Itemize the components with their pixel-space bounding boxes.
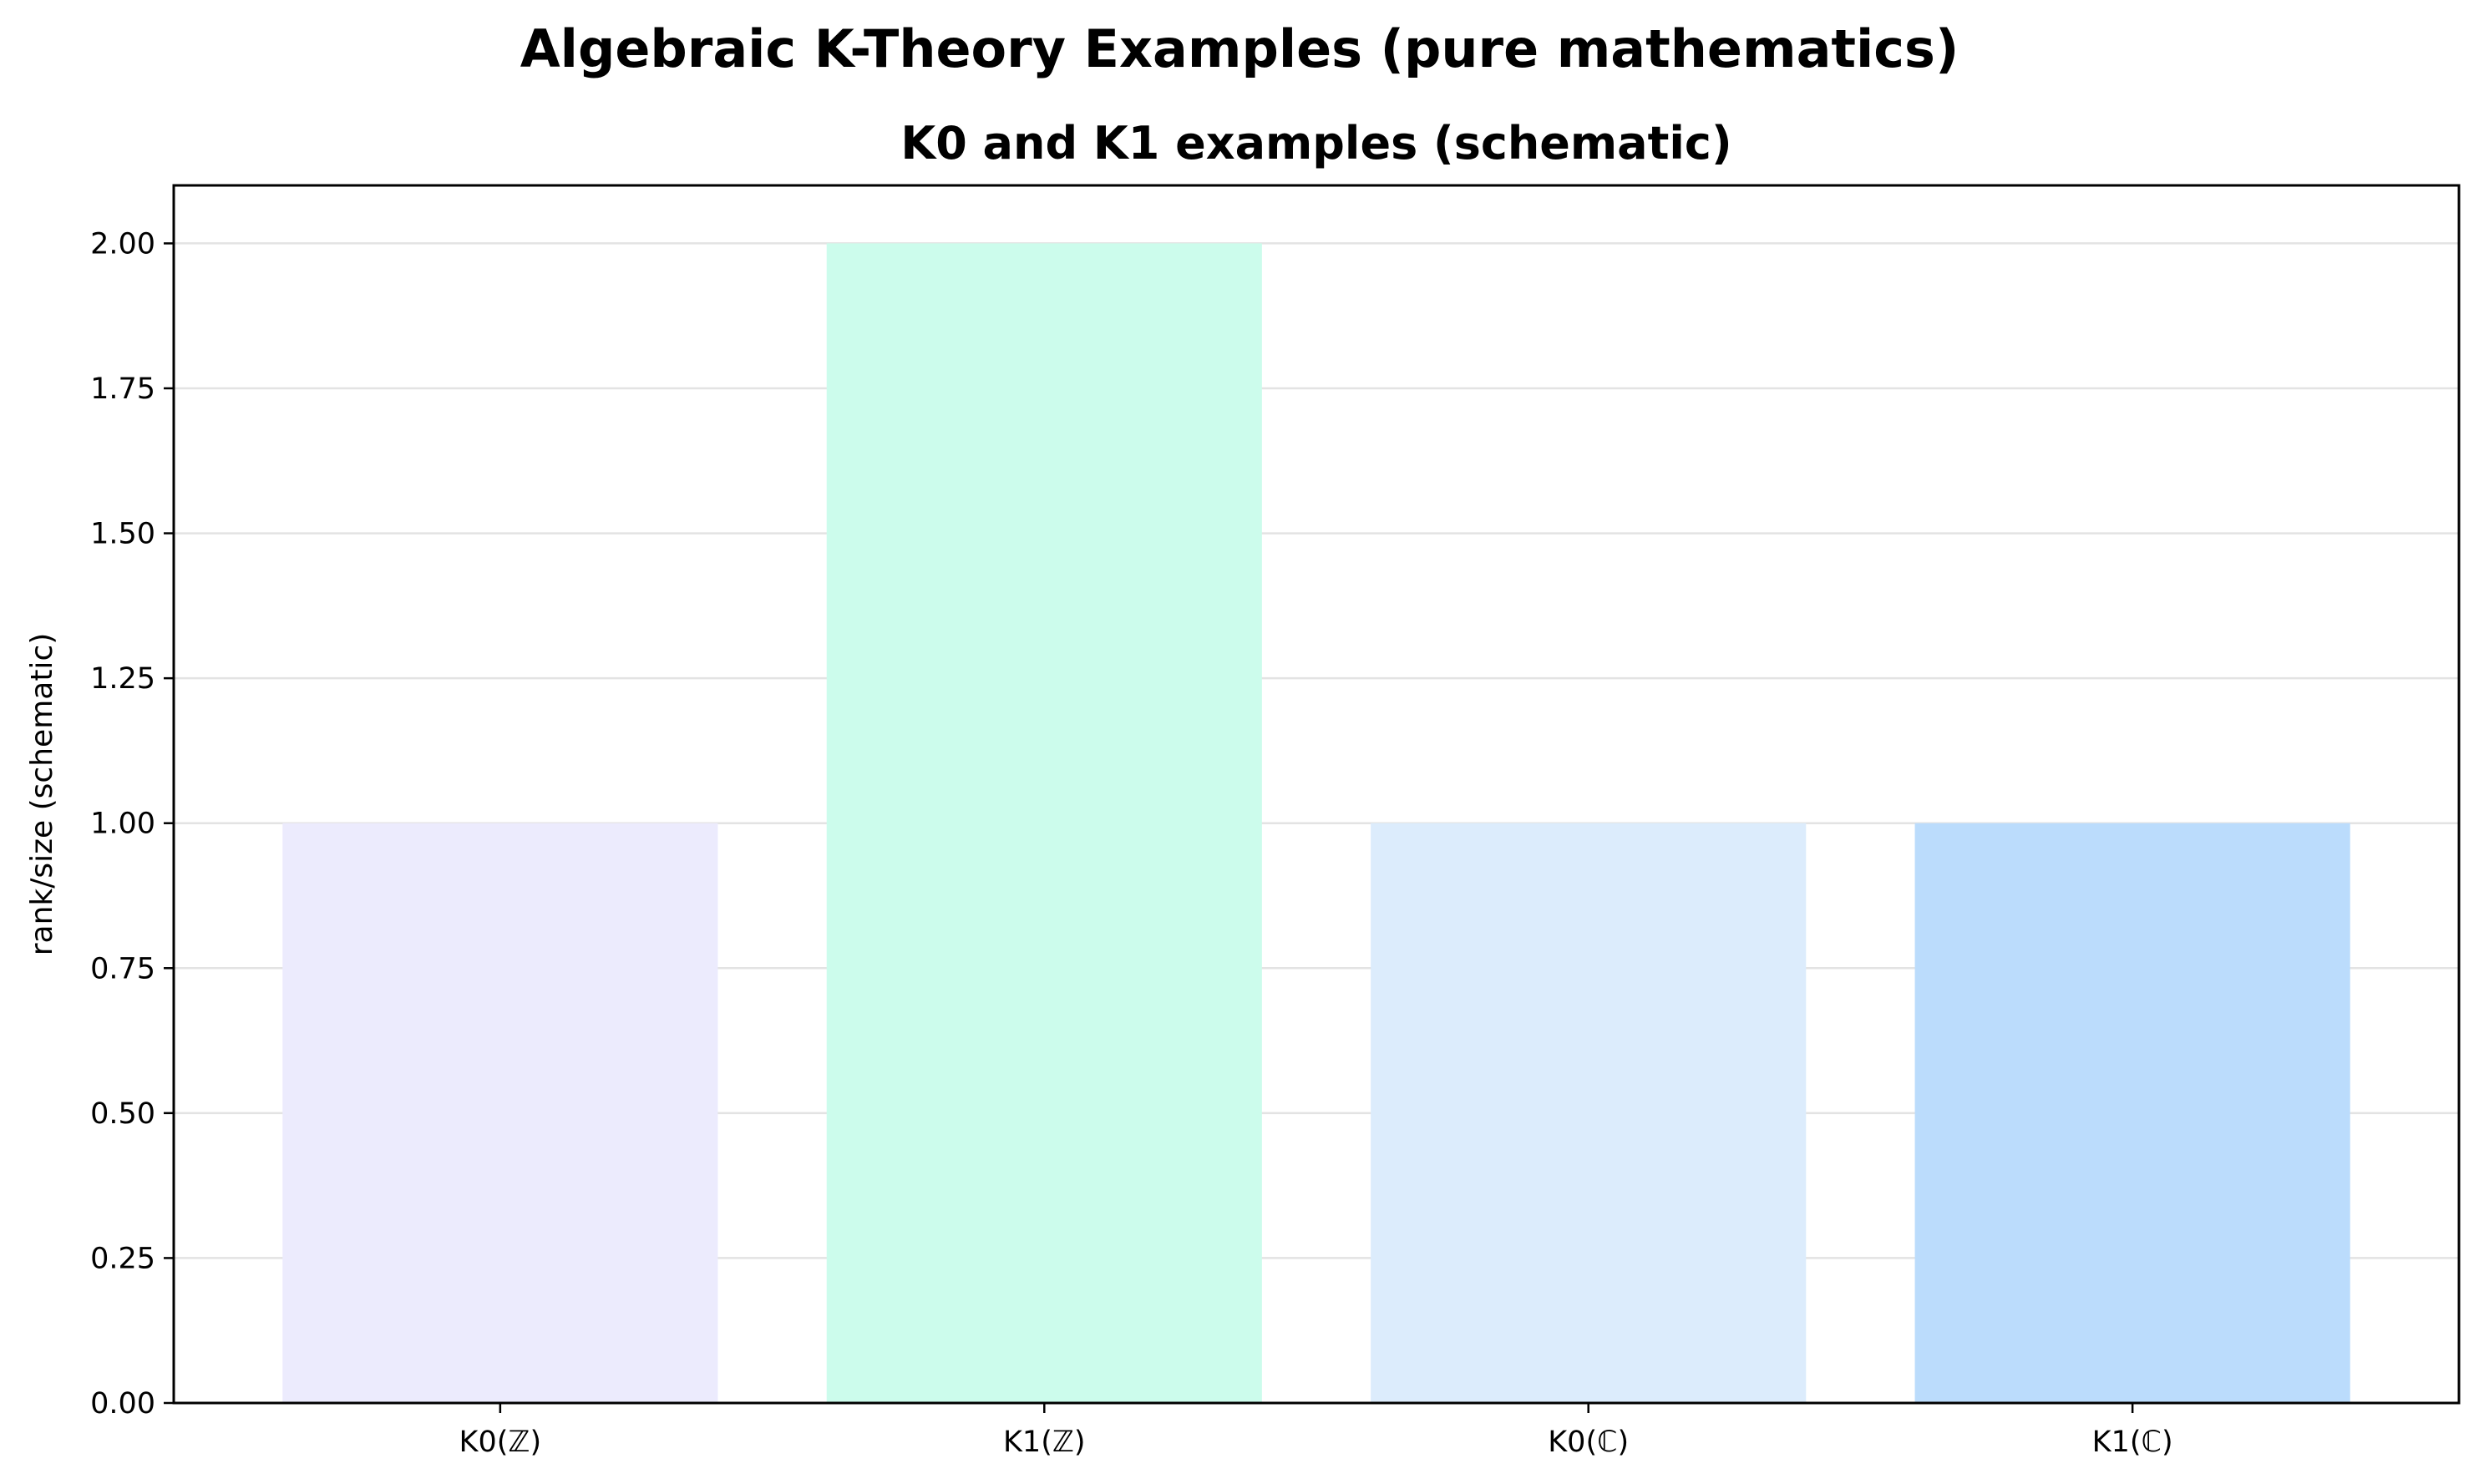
y-tick-label: 1.75: [90, 372, 155, 406]
y-tick-label: 0.25: [90, 1242, 155, 1275]
y-tick-label: 0.75: [90, 952, 155, 985]
y-axis-label: rank/size (schematic): [25, 633, 59, 956]
x-tick-label: K0(ℂ): [1548, 1426, 1629, 1459]
y-tick-label: 1.00: [90, 808, 155, 841]
x-tick-label: K0(ℤ): [459, 1426, 542, 1459]
bar: [1371, 823, 1807, 1403]
y-tick-label: 2.00: [90, 227, 155, 261]
figure-suptitle: Algebraic K-Theory Examples (pure mathem…: [520, 18, 1959, 79]
y-tick-label: 1.25: [90, 662, 155, 696]
bar: [282, 823, 718, 1403]
plot-area-frame: [172, 184, 2461, 1405]
x-axis-ticks: K0(ℤ) K1(ℤ) K0(ℂ) K1(ℂ): [459, 1403, 2173, 1459]
bar: [1914, 823, 2350, 1403]
chart-title: K0 and K1 examples (schematic): [900, 117, 1731, 170]
y-tick-label: 0.50: [90, 1097, 155, 1131]
bar: [826, 243, 1262, 1403]
y-axis-ticks: 0.00 0.25 0.50 0.75 1.00 1.25 1.50 1.75 2.00: [90, 227, 174, 1421]
y-tick-label: 1.50: [90, 518, 155, 551]
x-tick-label: K1(ℂ): [2092, 1426, 2173, 1459]
y-tick-label: 0.00: [90, 1387, 155, 1421]
bars: [282, 243, 2350, 1403]
x-tick-label: K1(ℤ): [1003, 1426, 1086, 1459]
